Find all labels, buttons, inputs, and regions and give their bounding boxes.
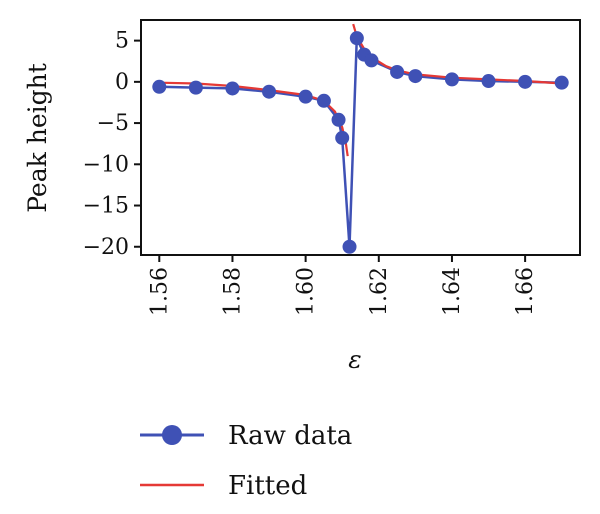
raw-data-point [408,69,423,84]
raw-data-point [262,84,277,99]
y-tick-label: −15 [83,194,129,219]
y-tick-label: 5 [115,29,129,54]
legend-item-raw-data: Raw data [140,421,352,451]
raw-data-point [342,239,357,254]
x-tick-label: 1.60 [294,267,319,316]
raw-data-point [298,89,313,104]
y-tick-label: 0 [115,70,129,95]
raw-data-point [554,75,569,90]
x-axis-label: ε [348,345,361,374]
legend-swatch-raw-marker [162,425,182,445]
plot-frame [140,19,581,256]
raw-data-point [390,64,405,79]
y-tick-label: −10 [83,152,129,177]
legend-label-fitted: Fitted [228,471,307,501]
raw-data-point [364,53,379,68]
raw-data-point [444,72,459,87]
y-axis-label: Peak height [23,63,52,213]
y-tick-label: −5 [97,111,129,136]
plot-area: 5 0 −5 −10 −15 −20 1.56 1.58 1.60 1.62 1.64 1.66 [83,19,581,316]
y-tick-label: −20 [83,235,129,260]
raw-data-point [331,112,346,127]
series-fitted-line-right [352,23,562,85]
series-raw-data-line [159,36,562,249]
x-tick-label: 1.58 [220,267,245,316]
legend-item-fitted: Fitted [140,471,307,501]
raw-data-point [349,31,364,46]
raw-data-point [335,130,350,145]
raw-data-point [316,93,331,108]
raw-data-point [188,80,203,95]
series-fitted-line-left [159,81,349,157]
legend-label-raw-data: Raw data [228,421,352,451]
raw-data-point [152,79,167,94]
x-tick-label: 1.66 [513,267,538,316]
x-tick-label: 1.56 [147,267,172,316]
raw-data-point [225,81,240,96]
x-tick-label: 1.64 [440,267,465,316]
raw-data-point [518,74,533,89]
raw-data-point [481,74,496,89]
x-tick-label: 1.62 [367,267,392,316]
legend: Raw data Fitted [140,421,352,501]
